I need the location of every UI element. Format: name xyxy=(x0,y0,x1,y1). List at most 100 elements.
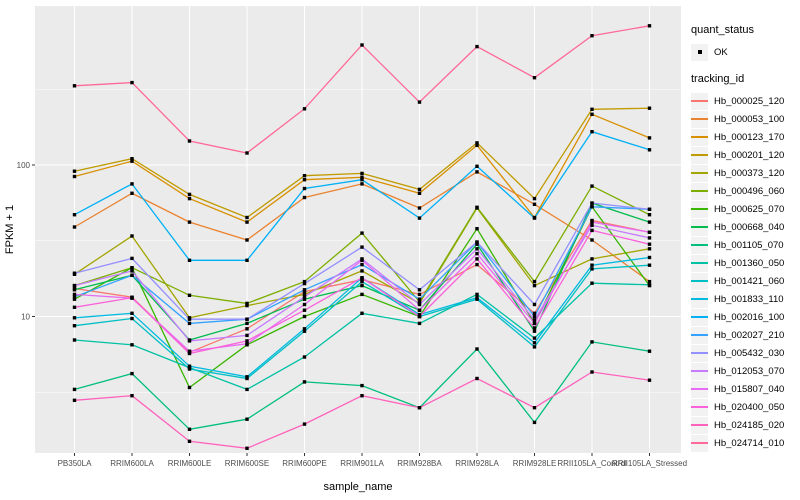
legend-item-Hb_001421_060[interactable]: Hb_001421_060 xyxy=(691,272,799,290)
data-point xyxy=(590,112,594,116)
legend-item-Hb_015807_040[interactable]: Hb_015807_040 xyxy=(691,380,799,398)
data-point xyxy=(475,143,479,147)
data-point xyxy=(532,329,537,333)
data-point xyxy=(187,364,192,368)
data-point xyxy=(417,312,422,317)
x-tick-label: PB350LA xyxy=(58,459,92,468)
data-point xyxy=(532,216,537,220)
data-point xyxy=(590,130,594,134)
data-point xyxy=(647,148,652,152)
data-point xyxy=(130,311,134,315)
plot-panel xyxy=(35,6,681,453)
y-tick-label: 100 xyxy=(17,161,31,170)
legend-item-label: Hb_000373_120 xyxy=(714,167,785,179)
data-point xyxy=(532,196,537,201)
legend-item-Hb_000025_120[interactable]: Hb_000025_120 xyxy=(691,92,799,110)
data-point xyxy=(475,247,479,251)
series-color-swatch-icon xyxy=(691,290,708,308)
data-point xyxy=(302,107,307,111)
data-point xyxy=(590,201,594,205)
data-point xyxy=(302,295,307,299)
data-point xyxy=(72,338,77,342)
data-point xyxy=(130,80,134,85)
data-point xyxy=(245,375,249,379)
data-point xyxy=(475,257,479,261)
legend-item-ok[interactable]: OK xyxy=(691,43,799,61)
data-point xyxy=(647,378,652,382)
series-color-swatch-icon xyxy=(691,308,708,326)
data-point xyxy=(590,220,594,224)
legend-item-Hb_000668_040[interactable]: Hb_000668_040 xyxy=(691,218,799,236)
legend-item-Hb_012053_070[interactable]: Hb_012053_070 xyxy=(691,362,799,380)
x-tick-label: RRII105LA_Stressed xyxy=(612,459,687,468)
legend-item-Hb_024185_020[interactable]: Hb_024185_020 xyxy=(691,416,799,434)
data-point xyxy=(647,349,652,353)
legend-item-Hb_000496_060[interactable]: Hb_000496_060 xyxy=(691,182,799,200)
data-point xyxy=(532,311,537,315)
data-point xyxy=(475,376,479,381)
y-axis-title: FPKM + 1 xyxy=(4,205,16,254)
data-point xyxy=(130,159,134,163)
data-point xyxy=(187,293,192,297)
legend-item-label: Hb_000025_120 xyxy=(714,95,785,107)
legend-item-Hb_002027_210[interactable]: Hb_002027_210 xyxy=(691,326,799,344)
series-color-swatch-icon xyxy=(691,362,708,380)
legend-item-label: Hb_005432_030 xyxy=(714,347,785,359)
data-point xyxy=(360,231,364,235)
legend-item-Hb_000123_170[interactable]: Hb_000123_170 xyxy=(691,128,799,146)
data-point xyxy=(302,289,307,294)
data-point xyxy=(417,292,422,297)
data-point xyxy=(130,296,134,300)
data-point xyxy=(72,387,77,392)
data-point xyxy=(245,339,249,343)
data-point xyxy=(532,341,537,345)
data-point xyxy=(532,202,537,206)
data-point xyxy=(417,406,422,410)
data-point xyxy=(647,213,652,217)
legend-item-Hb_000625_070[interactable]: Hb_000625_070 xyxy=(691,200,799,218)
data-point xyxy=(532,76,537,80)
data-point xyxy=(417,297,422,301)
data-point xyxy=(360,178,364,182)
data-point xyxy=(475,141,479,145)
data-point xyxy=(475,44,479,49)
data-point xyxy=(590,340,594,344)
data-point xyxy=(360,245,364,249)
legend-item-Hb_001360_050[interactable]: Hb_001360_050 xyxy=(691,254,799,272)
data-point xyxy=(302,302,307,307)
series-color-swatch-icon xyxy=(691,110,708,128)
legend-item-Hb_001833_110[interactable]: Hb_001833_110 xyxy=(691,290,799,308)
data-point xyxy=(72,305,77,309)
data-point xyxy=(475,262,479,267)
x-tick-label: RRIM928LA xyxy=(455,459,499,468)
data-point xyxy=(130,182,134,186)
legend-item-Hb_000201_120[interactable]: Hb_000201_120 xyxy=(691,146,799,164)
legend-item-Hb_001105_070[interactable]: Hb_001105_070 xyxy=(691,236,799,254)
legend-item-Hb_024714_010[interactable]: Hb_024714_010 xyxy=(691,434,799,452)
data-point xyxy=(302,314,307,319)
legend-item-label: OK xyxy=(714,46,728,58)
series-color-swatch-icon xyxy=(691,272,708,290)
x-tick-label: RRIM600LA xyxy=(110,459,154,468)
data-point xyxy=(187,317,192,321)
legend-item-Hb_000053_100[interactable]: Hb_000053_100 xyxy=(691,110,799,128)
data-point xyxy=(302,297,307,301)
legend-item-label: Hb_024714_010 xyxy=(714,437,785,449)
x-tick-label: RRIM928LE xyxy=(513,459,557,468)
data-point xyxy=(475,240,479,244)
data-point xyxy=(245,333,249,338)
legend-item-label: Hb_000053_100 xyxy=(714,113,785,125)
legend-item-label: Hb_002016_100 xyxy=(714,311,785,323)
data-point xyxy=(647,242,652,246)
data-point xyxy=(302,327,307,331)
legend-item-Hb_002016_100[interactable]: Hb_002016_100 xyxy=(691,308,799,326)
data-point xyxy=(532,420,537,425)
legend-item-Hb_005432_030[interactable]: Hb_005432_030 xyxy=(691,344,799,362)
data-point xyxy=(72,295,77,299)
legend-item-Hb_000373_120[interactable]: Hb_000373_120 xyxy=(691,164,799,182)
data-point xyxy=(360,258,364,262)
data-point xyxy=(187,220,192,224)
legend-item-Hb_020400_050[interactable]: Hb_020400_050 xyxy=(691,398,799,416)
legend-item-label: Hb_024185_020 xyxy=(714,419,785,431)
